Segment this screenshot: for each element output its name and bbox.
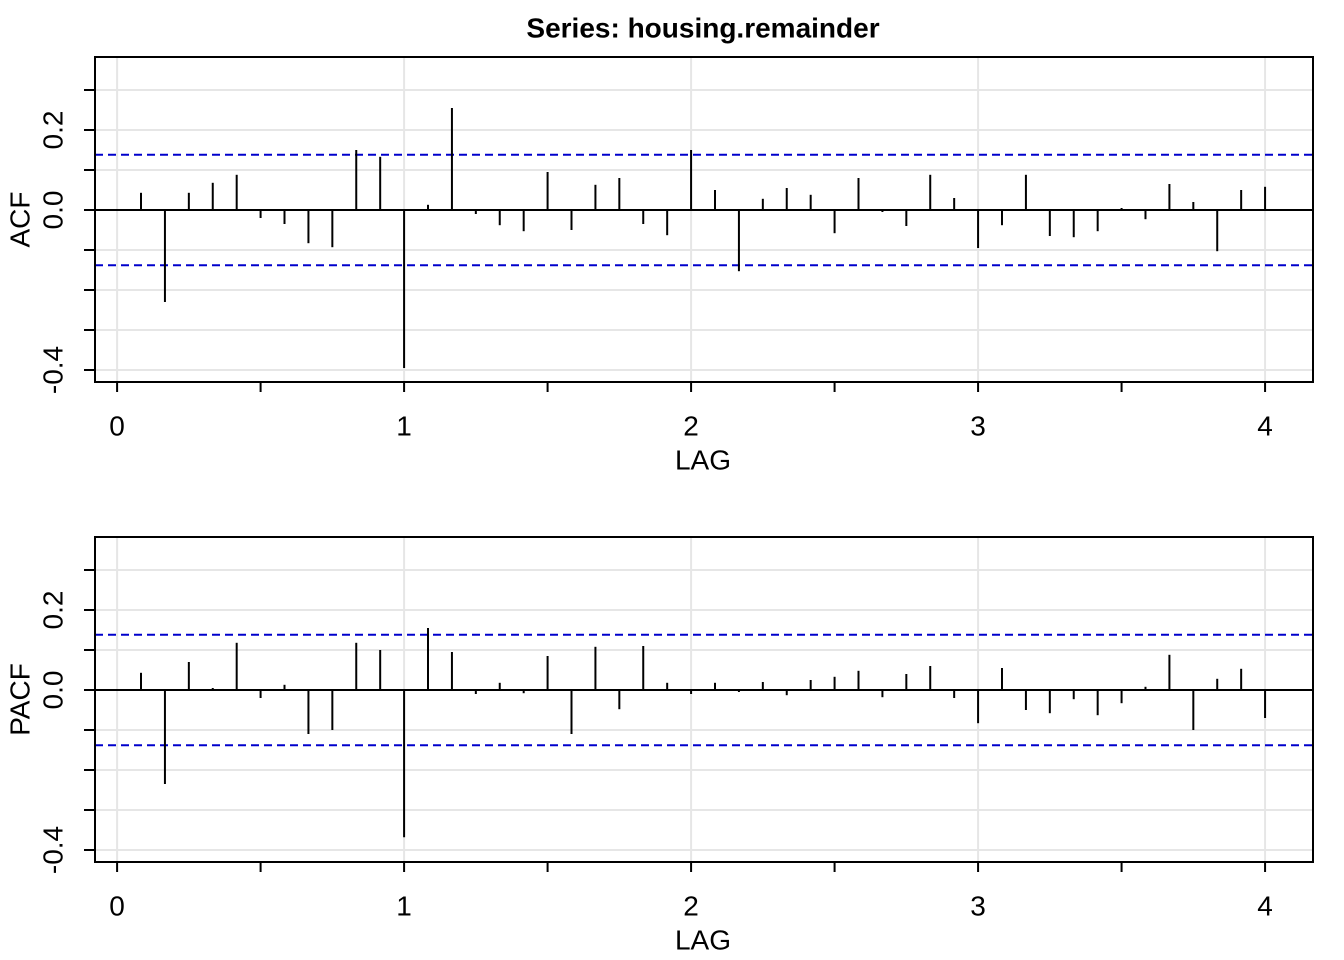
x-tick-label: 1 xyxy=(396,890,412,921)
y-tick-label: -0.4 xyxy=(37,826,68,874)
y-tick-label: 0.0 xyxy=(37,191,68,230)
x-tick-label: 1 xyxy=(396,410,412,441)
x-tick-label: 2 xyxy=(683,410,699,441)
x-axis-label: LAG xyxy=(675,444,731,475)
x-tick-label: 3 xyxy=(970,410,986,441)
plot-box xyxy=(94,536,1314,863)
y-tick-label: 0.0 xyxy=(37,671,68,710)
y-axis-label: PACF xyxy=(4,663,35,736)
y-axis-label: ACF xyxy=(4,192,35,248)
x-tick-label: 2 xyxy=(683,890,699,921)
x-tick-label: 0 xyxy=(109,410,125,441)
y-tick-label: 0.2 xyxy=(37,111,68,150)
chart-title: Series: housing.remainder xyxy=(526,12,879,43)
x-tick-label: 0 xyxy=(109,890,125,921)
y-tick-label: 0.2 xyxy=(37,591,68,630)
plot-box xyxy=(94,56,1314,383)
x-tick-label: 3 xyxy=(970,890,986,921)
x-tick-label: 4 xyxy=(1257,890,1273,921)
x-axis-label: LAG xyxy=(675,924,731,955)
x-tick-label: 4 xyxy=(1257,410,1273,441)
y-tick-label: -0.4 xyxy=(37,346,68,394)
